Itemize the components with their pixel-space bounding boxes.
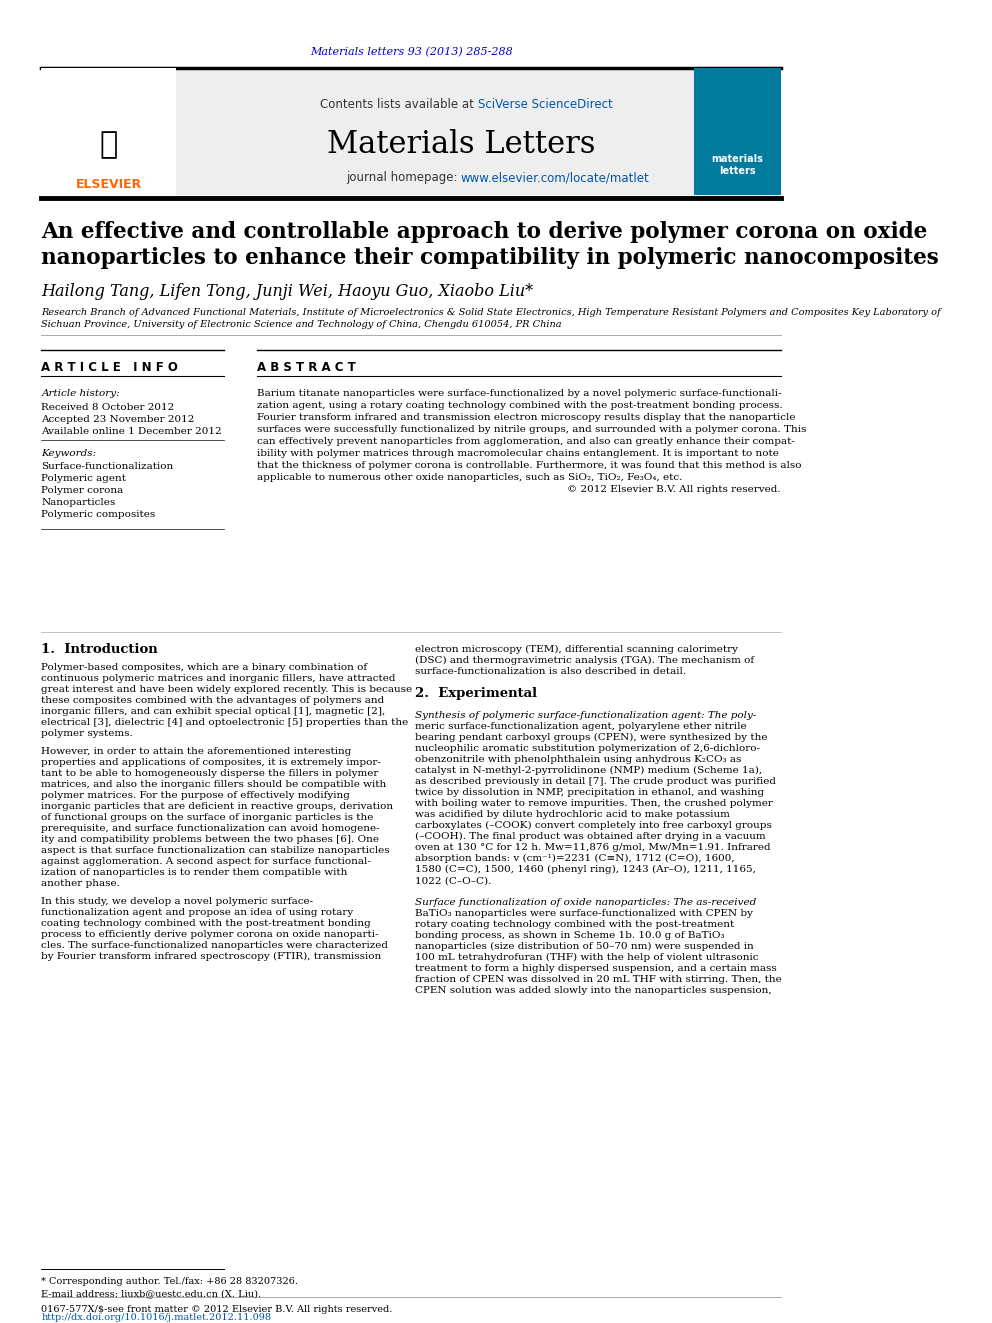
Text: nanoparticles (size distribution of 50–70 nm) were suspended in: nanoparticles (size distribution of 50–7…: [415, 942, 753, 951]
Text: great interest and have been widely explored recently. This is because: great interest and have been widely expl…: [42, 685, 413, 695]
Text: Surface-functionalization: Surface-functionalization: [42, 462, 174, 471]
Bar: [42, 67, 176, 194]
Text: Materials letters 93 (2013) 285-288: Materials letters 93 (2013) 285-288: [310, 46, 513, 57]
Text: E-mail address: liuxb@uestc.edu.cn (X. Liu).: E-mail address: liuxb@uestc.edu.cn (X. L…: [42, 1289, 262, 1298]
Bar: [42, 67, 781, 194]
Text: Polymer corona: Polymer corona: [42, 487, 124, 495]
Text: 1022 (C–O–C).: 1022 (C–O–C).: [415, 876, 491, 885]
Text: functionalization agent and propose an idea of using rotary: functionalization agent and propose an i…: [42, 908, 354, 917]
Text: Hailong Tang, Lifen Tong, Junji Wei, Haoyu Guo, Xiaobo Liu*: Hailong Tang, Lifen Tong, Junji Wei, Hao…: [42, 283, 534, 300]
Text: prerequisite, and surface functionalization can avoid homogene-: prerequisite, and surface functionalizat…: [42, 824, 380, 833]
Text: cles. The surface-functionalized nanoparticles were characterized: cles. The surface-functionalized nanopar…: [42, 941, 389, 950]
Text: tant to be able to homogeneously disperse the fillers in polymer: tant to be able to homogeneously dispers…: [42, 769, 379, 778]
Text: against agglomeration. A second aspect for surface functional-: against agglomeration. A second aspect f…: [42, 857, 371, 867]
Text: that the thickness of polymer corona is controllable. Furthermore, it was found : that the thickness of polymer corona is …: [257, 462, 802, 470]
Text: 1580 (C=C), 1500, 1460 (phenyl ring), 1243 (Ar–O), 1211, 1165,: 1580 (C=C), 1500, 1460 (phenyl ring), 12…: [415, 865, 755, 875]
Text: surface-functionalization is also described in detail.: surface-functionalization is also descri…: [415, 667, 685, 676]
Text: Available online 1 December 2012: Available online 1 December 2012: [42, 427, 222, 437]
Text: aspect is that surface functionalization can stabilize nanoparticles: aspect is that surface functionalization…: [42, 847, 390, 855]
Text: nanoparticles to enhance their compatibility in polymeric nanocomposites: nanoparticles to enhance their compatibi…: [42, 247, 939, 269]
Text: Fourier transform infrared and transmission electron microscopy results display : Fourier transform infrared and transmiss…: [257, 413, 796, 422]
Text: Polymeric composites: Polymeric composites: [42, 511, 156, 519]
Text: Sichuan Province, University of Electronic Science and Technology of China, Chen: Sichuan Province, University of Electron…: [42, 320, 562, 329]
Text: Surface functionalization of oxide nanoparticles: The as-received: Surface functionalization of oxide nanop…: [415, 898, 756, 908]
Text: An effective and controllable approach to derive polymer corona on oxide: An effective and controllable approach t…: [42, 221, 928, 243]
Text: nucleophilic aromatic substitution polymerization of 2,6-dichloro-: nucleophilic aromatic substitution polym…: [415, 744, 760, 753]
Text: 🌳: 🌳: [99, 131, 118, 160]
Text: bonding process, as shown in Scheme 1b. 10.0 g of BaTiO₃: bonding process, as shown in Scheme 1b. …: [415, 931, 724, 941]
Text: with boiling water to remove impurities. Then, the crushed polymer: with boiling water to remove impurities.…: [415, 799, 773, 808]
Text: polymer matrices. For the purpose of effectively modifying: polymer matrices. For the purpose of eff…: [42, 791, 350, 800]
Text: * Corresponding author. Tel./fax: +86 28 83207326.: * Corresponding author. Tel./fax: +86 28…: [42, 1277, 299, 1286]
Text: 100 mL tetrahydrofuran (THF) with the help of violent ultrasonic: 100 mL tetrahydrofuran (THF) with the he…: [415, 953, 758, 962]
Text: twice by dissolution in NMP, precipitation in ethanol, and washing: twice by dissolution in NMP, precipitati…: [415, 789, 764, 798]
Text: ization of nanoparticles is to render them compatible with: ization of nanoparticles is to render th…: [42, 868, 348, 877]
Text: In this study, we develop a novel polymeric surface-: In this study, we develop a novel polyme…: [42, 897, 313, 906]
Text: oven at 130 °C for 12 h. Mw=11,876 g/mol, Mw/Mn=1.91. Infrared: oven at 130 °C for 12 h. Mw=11,876 g/mol…: [415, 843, 770, 852]
Text: ity and compatibility problems between the two phases [6]. One: ity and compatibility problems between t…: [42, 835, 380, 844]
Text: electron microscopy (TEM), differential scanning calorimetry: electron microscopy (TEM), differential …: [415, 646, 737, 655]
Text: journal homepage:: journal homepage:: [345, 172, 461, 184]
Text: (DSC) and thermogravimetric analysis (TGA). The mechanism of: (DSC) and thermogravimetric analysis (TG…: [415, 656, 754, 665]
Text: Research Branch of Advanced Functional Materials, Institute of Microelectronics : Research Branch of Advanced Functional M…: [42, 308, 941, 318]
Text: process to efficiently derive polymer corona on oxide nanoparti-: process to efficiently derive polymer co…: [42, 930, 379, 939]
Text: by Fourier transform infrared spectroscopy (FTIR), transmission: by Fourier transform infrared spectrosco…: [42, 953, 382, 960]
Text: zation agent, using a rotary coating technology combined with the post-treatment: zation agent, using a rotary coating tec…: [257, 401, 783, 410]
Text: as described previously in detail [7]. The crude product was purified: as described previously in detail [7]. T…: [415, 777, 776, 786]
Text: Received 8 October 2012: Received 8 October 2012: [42, 404, 175, 413]
Text: electrical [3], dielectric [4] and optoelectronic [5] properties than the: electrical [3], dielectric [4] and optoe…: [42, 718, 409, 728]
Text: However, in order to attain the aforementioned interesting: However, in order to attain the aforemen…: [42, 747, 352, 757]
Text: of functional groups on the surface of inorganic particles is the: of functional groups on the surface of i…: [42, 814, 374, 822]
Text: ibility with polymer matrices through macromolecular chains entanglement. It is : ibility with polymer matrices through ma…: [257, 450, 779, 458]
Text: carboxylates (–COOK) convert completely into free carboxyl groups: carboxylates (–COOK) convert completely …: [415, 822, 772, 830]
Text: Synthesis of polymeric surface-functionalization agent: The poly-: Synthesis of polymeric surface-functiona…: [415, 712, 756, 720]
Text: (–COOH). The final product was obtained after drying in a vacuum: (–COOH). The final product was obtained …: [415, 832, 765, 841]
Text: absorption bands: v (cm⁻¹)=2231 (C≡N), 1712 (C=O), 1600,: absorption bands: v (cm⁻¹)=2231 (C≡N), 1…: [415, 855, 734, 863]
Text: Accepted 23 November 2012: Accepted 23 November 2012: [42, 415, 194, 425]
Text: http://dx.doi.org/10.1016/j.matlet.2012.11.098: http://dx.doi.org/10.1016/j.matlet.2012.…: [42, 1312, 272, 1322]
Text: 0167-577X/$-see front matter © 2012 Elsevier B.V. All rights reserved.: 0167-577X/$-see front matter © 2012 Else…: [42, 1304, 393, 1314]
Text: materials
letters: materials letters: [711, 153, 763, 176]
Text: properties and applications of composites, it is extremely impor-: properties and applications of composite…: [42, 758, 381, 767]
Text: Materials Letters: Materials Letters: [326, 130, 595, 160]
Text: Polymeric agent: Polymeric agent: [42, 474, 126, 483]
Text: treatment to form a highly dispersed suspension, and a certain mass: treatment to form a highly dispersed sus…: [415, 964, 777, 972]
Text: BaTiO₃ nanoparticles were surface-functionalized with CPEN by: BaTiO₃ nanoparticles were surface-functi…: [415, 909, 753, 918]
Text: Polymer-based composites, which are a binary combination of: Polymer-based composites, which are a bi…: [42, 663, 368, 672]
Bar: [694, 67, 781, 194]
Text: catalyst in N-methyl-2-pyrrolidinone (NMP) medium (Scheme 1a),: catalyst in N-methyl-2-pyrrolidinone (NM…: [415, 766, 762, 775]
Text: rotary coating technology combined with the post-treatment: rotary coating technology combined with …: [415, 919, 734, 929]
Text: Article history:: Article history:: [42, 389, 120, 398]
Text: bearing pendant carboxyl groups (CPEN), were synthesized by the: bearing pendant carboxyl groups (CPEN), …: [415, 733, 767, 742]
Text: Nanoparticles: Nanoparticles: [42, 499, 116, 507]
Text: © 2012 Elsevier B.V. All rights reserved.: © 2012 Elsevier B.V. All rights reserved…: [567, 486, 781, 495]
Text: can effectively prevent nanoparticles from agglomeration, and also can greatly e: can effectively prevent nanoparticles fr…: [257, 438, 795, 446]
Text: meric surface-functionalization agent, polyarylene ether nitrile: meric surface-functionalization agent, p…: [415, 722, 746, 732]
Text: inorganic fillers, and can exhibit special optical [1], magnetic [2],: inorganic fillers, and can exhibit speci…: [42, 708, 386, 716]
Text: polymer systems.: polymer systems.: [42, 729, 133, 738]
Text: was acidified by dilute hydrochloric acid to make potassium: was acidified by dilute hydrochloric aci…: [415, 810, 729, 819]
Text: fraction of CPEN was dissolved in 20 mL THF with stirring. Then, the: fraction of CPEN was dissolved in 20 mL …: [415, 975, 782, 984]
Text: CPEN solution was added slowly into the nanoparticles suspension,: CPEN solution was added slowly into the …: [415, 986, 771, 995]
Text: coating technology combined with the post-treatment bonding: coating technology combined with the pos…: [42, 919, 371, 927]
Text: 2.  Experimental: 2. Experimental: [415, 687, 537, 700]
Text: SciVerse ScienceDirect: SciVerse ScienceDirect: [477, 98, 612, 111]
Text: Contents lists available at: Contents lists available at: [319, 98, 477, 111]
Text: Keywords:: Keywords:: [42, 450, 96, 458]
Text: another phase.: another phase.: [42, 878, 120, 888]
Text: A R T I C L E   I N F O: A R T I C L E I N F O: [42, 361, 179, 374]
Text: 1.  Introduction: 1. Introduction: [42, 643, 158, 656]
Text: www.elsevier.com/locate/matlet: www.elsevier.com/locate/matlet: [461, 172, 650, 184]
Text: surfaces were successfully functionalized by nitrile groups, and surrounded with: surfaces were successfully functionalize…: [257, 425, 806, 434]
Text: continuous polymeric matrices and inorganic fillers, have attracted: continuous polymeric matrices and inorga…: [42, 675, 396, 683]
Text: ELSEVIER: ELSEVIER: [75, 179, 142, 192]
Text: obenzonitrile with phenolphthalein using anhydrous K₂CO₃ as: obenzonitrile with phenolphthalein using…: [415, 755, 741, 765]
Text: these composites combined with the advantages of polymers and: these composites combined with the advan…: [42, 696, 385, 705]
Text: inorganic particles that are deficient in reactive groups, derivation: inorganic particles that are deficient i…: [42, 802, 394, 811]
Text: A B S T R A C T: A B S T R A C T: [257, 361, 356, 374]
Text: applicable to numerous other oxide nanoparticles, such as SiO₂, TiO₂, Fe₃O₄, etc: applicable to numerous other oxide nanop…: [257, 474, 682, 483]
Text: Barium titanate nanoparticles were surface-functionalized by a novel polymeric s: Barium titanate nanoparticles were surfa…: [257, 389, 782, 398]
Text: matrices, and also the inorganic fillers should be compatible with: matrices, and also the inorganic fillers…: [42, 781, 387, 789]
